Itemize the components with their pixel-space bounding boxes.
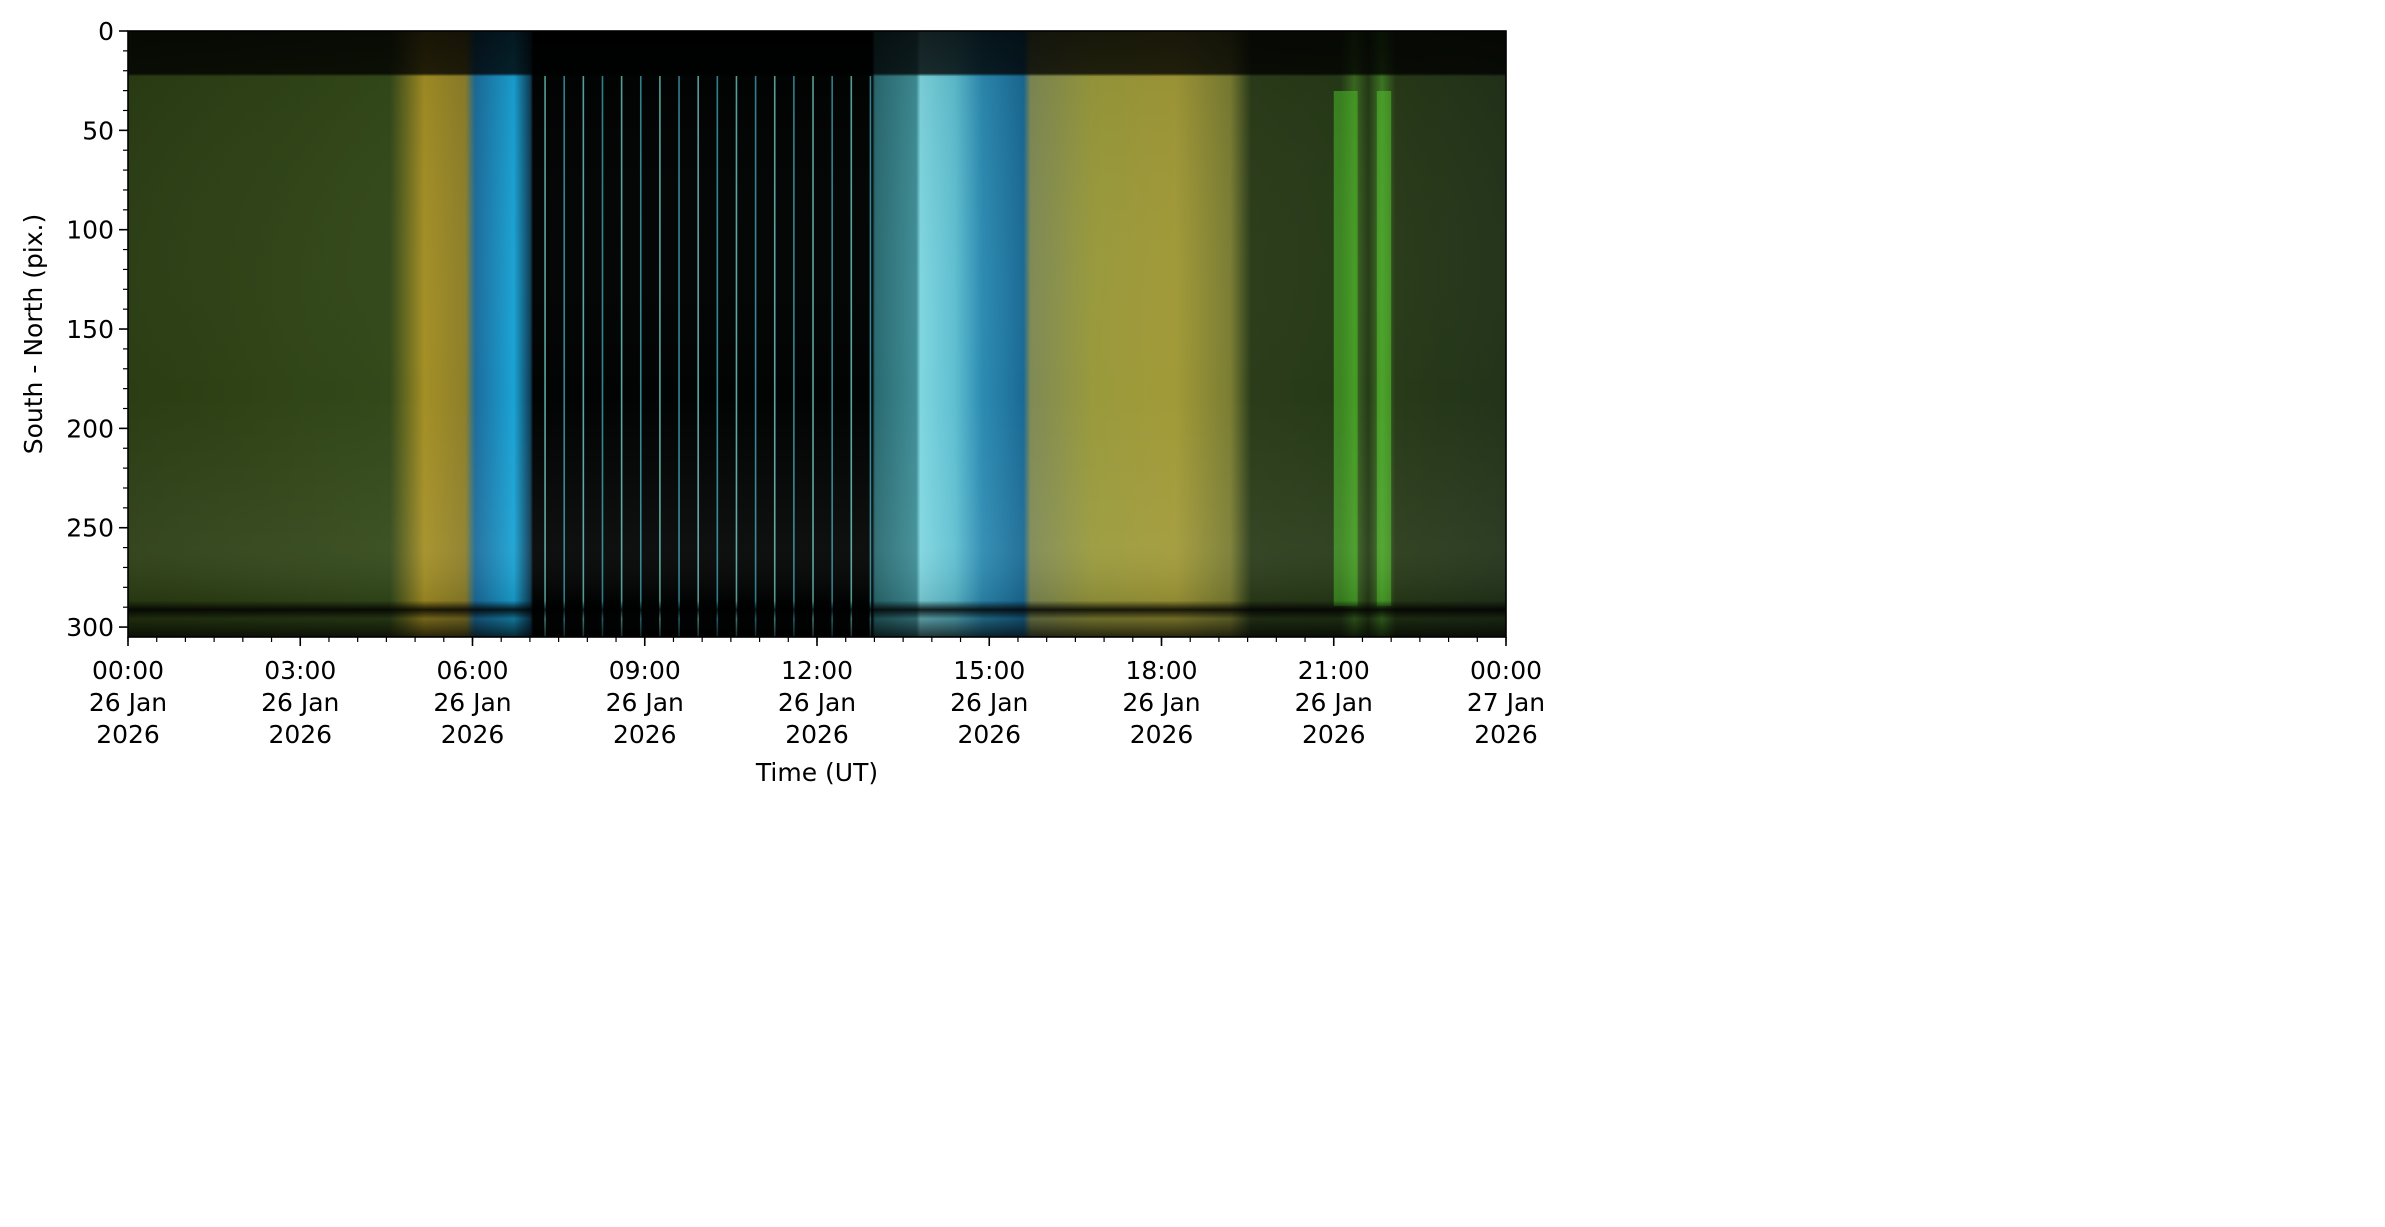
x-tick-label-line: 12:00 bbox=[781, 656, 853, 685]
y-axis-label: South - North (pix.) bbox=[19, 214, 48, 455]
x-tick-label-line: 2026 bbox=[96, 720, 160, 749]
x-tick-label-line: 18:00 bbox=[1125, 656, 1197, 685]
x-tick-label-line: 2026 bbox=[1302, 720, 1366, 749]
x-tick-label-line: 26 Jan bbox=[1122, 688, 1200, 717]
y-tick-label-150: 150 bbox=[66, 315, 114, 344]
x-tick-label-line: 21:00 bbox=[1298, 656, 1370, 685]
x-tick-label-line: 03:00 bbox=[264, 656, 336, 685]
x-tick-label-line: 26 Jan bbox=[950, 688, 1028, 717]
x-tick-label-line: 27 Jan bbox=[1467, 688, 1545, 717]
y-tick-label-0: 0 bbox=[98, 17, 114, 46]
x-tick-label-line: 26 Jan bbox=[606, 688, 684, 717]
x-tick-label-8: 00:00 27 Jan 2026 bbox=[1467, 656, 1545, 749]
x-axis-label: Time (UT) bbox=[755, 758, 878, 787]
x-tick-label-line: 2026 bbox=[1130, 720, 1194, 749]
x-axis: 00:00 26 Jan 2026 03:00 26 Jan 2026 06:00 26 Ja… bbox=[89, 637, 1545, 749]
x-tick-label-line: 2026 bbox=[613, 720, 677, 749]
x-tick-label-3: 09:00 26 Jan 2026 bbox=[606, 656, 684, 749]
x-tick-label-line: 26 Jan bbox=[261, 688, 339, 717]
x-tick-label-7: 21:00 26 Jan 2026 bbox=[1295, 656, 1373, 749]
x-tick-label-line: 2026 bbox=[957, 720, 1021, 749]
x-tick-label-line: 2026 bbox=[785, 720, 849, 749]
y-axis: 0 50 100 150 200 250 300 bbox=[66, 17, 128, 642]
x-tick-label-line: 26 Jan bbox=[778, 688, 856, 717]
x-tick-label-1: 03:00 26 Jan 2026 bbox=[261, 656, 339, 749]
y-tick-label-300: 300 bbox=[66, 613, 114, 642]
x-tick-label-line: 2026 bbox=[268, 720, 332, 749]
x-tick-label-line: 06:00 bbox=[436, 656, 508, 685]
x-tick-label-0: 00:00 26 Jan 2026 bbox=[89, 656, 167, 749]
x-tick-label-line: 00:00 bbox=[92, 656, 164, 685]
y-tick-label-250: 250 bbox=[66, 514, 114, 543]
y-tick-label-50: 50 bbox=[82, 116, 114, 145]
keogram-image bbox=[128, 31, 1506, 637]
x-tick-label-line: 00:00 bbox=[1470, 656, 1542, 685]
y-tick-label-100: 100 bbox=[66, 216, 114, 245]
x-tick-label-line: 2026 bbox=[1474, 720, 1538, 749]
y-tick-label-200: 200 bbox=[66, 414, 114, 443]
x-tick-label-line: 2026 bbox=[441, 720, 505, 749]
x-tick-label-line: 09:00 bbox=[609, 656, 681, 685]
x-tick-label-2: 06:00 26 Jan 2026 bbox=[433, 656, 511, 749]
x-tick-label-6: 18:00 26 Jan 2026 bbox=[1122, 656, 1200, 749]
x-tick-label-5: 15:00 26 Jan 2026 bbox=[950, 656, 1028, 749]
x-tick-label-line: 26 Jan bbox=[433, 688, 511, 717]
x-tick-label-line: 26 Jan bbox=[1295, 688, 1373, 717]
keogram-shading bbox=[128, 31, 1506, 637]
x-tick-label-line: 26 Jan bbox=[89, 688, 167, 717]
x-tick-label-4: 12:00 26 Jan 2026 bbox=[778, 656, 856, 749]
x-tick-label-line: 15:00 bbox=[953, 656, 1025, 685]
